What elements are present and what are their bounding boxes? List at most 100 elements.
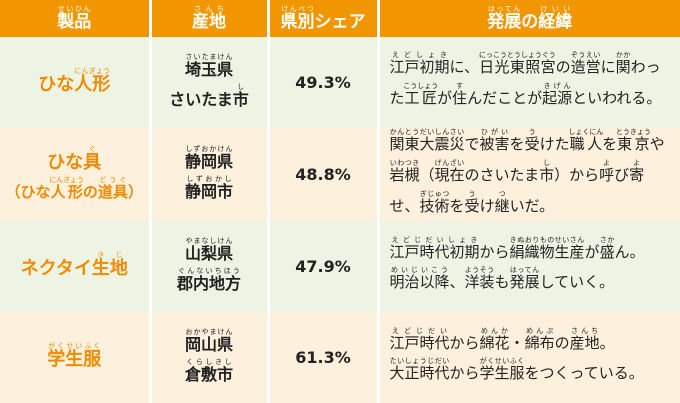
- text: も: [494, 273, 510, 292]
- text: 、: [449, 273, 465, 292]
- furigana: よ: [599, 158, 615, 167]
- furigana: す: [452, 82, 468, 90]
- ruby-word: 日光東照宮にっこうとうしょうぐう: [478, 51, 556, 77]
- base-text: 明治以降: [389, 273, 450, 292]
- text: いだ。: [509, 196, 555, 215]
- base-text: 市: [232, 89, 249, 109]
- ruby-word: 学生服がくせいふく: [480, 357, 525, 382]
- history-cell: 関東大震災かんとうだいしんさいで被害ひがいを受うけた職人しょくにんを東京とうきょ…: [378, 128, 680, 222]
- origin-line: 山梨県やまなしけん: [152, 237, 267, 267]
- base-text: 被害: [479, 135, 510, 153]
- origin-line: 静岡市しずおかし: [152, 175, 267, 205]
- furigana: きぬおりものせいさん: [509, 235, 585, 244]
- base-text: 東京: [615, 135, 651, 153]
- base-text: 生地: [91, 258, 128, 280]
- base-text: 江戸時代初期: [389, 242, 480, 261]
- furigana: がくせいふく: [47, 342, 102, 351]
- share-value: 49.3%: [295, 73, 351, 92]
- base-text: 山梨県: [184, 243, 233, 263]
- ruby-word: 盛さか: [600, 236, 615, 261]
- ruby-word: 郡内地方ぐんないちほう: [177, 267, 241, 293]
- furigana: えどしょき: [389, 51, 450, 60]
- ruby-word: 県別けんべつ: [280, 5, 315, 32]
- base-text: 発展: [487, 12, 522, 32]
- text: ん。: [614, 242, 645, 261]
- furigana: つ: [494, 189, 510, 198]
- text: が: [437, 89, 453, 107]
- base-text: 技術: [419, 196, 450, 215]
- base-text: 人形: [74, 74, 111, 95]
- base-text: 綿布: [524, 333, 555, 352]
- ruby-word: 大正時代たいしょうじだい: [390, 357, 450, 382]
- text: ）から: [554, 165, 600, 184]
- text: んだことが: [467, 89, 543, 107]
- text: から: [449, 333, 480, 352]
- ruby-word: 関かか: [616, 51, 631, 76]
- furigana: けいい: [538, 5, 573, 13]
- share-cell: 48.8%: [268, 128, 380, 222]
- header-cell: 製品せいひん: [0, 0, 152, 37]
- text: ・: [509, 333, 525, 352]
- base-text: 経緯: [538, 12, 573, 32]
- base-text: 岡山県: [184, 334, 233, 354]
- ruby-word: 受う: [525, 128, 540, 153]
- origin-line: 静岡県しずおかけん: [152, 145, 267, 175]
- base-text: 製品: [57, 12, 92, 32]
- text: を: [509, 135, 525, 153]
- base-text: 県別: [280, 12, 315, 32]
- text: に、: [449, 58, 480, 77]
- ruby-word: 静岡県しずおかけん: [184, 145, 233, 171]
- furigana: けんべつ: [280, 5, 315, 13]
- base-text: 発展: [509, 273, 540, 292]
- text: せ、: [389, 196, 420, 215]
- furigana: はってん: [487, 5, 522, 13]
- history-cell: 江戸時代えどじだいから綿花めんか・綿布めんぷの産地さんち。大正時代たいしょうじだ…: [378, 312, 680, 403]
- text: び: [614, 165, 630, 184]
- base-text: 静岡市: [184, 181, 233, 201]
- base-text: 現在: [434, 165, 465, 184]
- base-text: 日光東照宮: [478, 58, 556, 77]
- origin-cell: 埼玉県さいたまけん さいたま市し: [150, 37, 270, 128]
- furigana: しずおかけん: [184, 144, 233, 153]
- ruby-word: 江戸時代初期えどじだいしょき: [389, 236, 480, 261]
- ruby-word: 職人しょくにん: [568, 128, 603, 153]
- text: していく。: [539, 273, 615, 292]
- text: から: [449, 364, 480, 383]
- share-cell: 47.9%: [268, 221, 380, 313]
- text: の: [82, 183, 98, 202]
- furigana: さんち: [192, 5, 226, 13]
- product-line: （ひな人形にんぎょうの道具どうぐ）: [0, 176, 149, 204]
- base-text: 産地: [192, 12, 226, 32]
- ruby-word: 起源きげん: [542, 82, 572, 107]
- ruby-word: 絹織物生産きぬおりものせいさん: [510, 236, 585, 261]
- ruby-word: 埼玉県さいたまけん: [185, 53, 233, 79]
- furigana: がくせいふく: [479, 357, 525, 366]
- ruby-word: 学生服がくせいふく: [47, 342, 101, 370]
- base-text: 静岡県: [184, 151, 233, 171]
- furigana: たいしょうじだい: [389, 357, 450, 366]
- ruby-word: 倉敷市くらしきし: [185, 358, 233, 384]
- table-row: ネクタイ生地きじ 山梨県やまなしけん 郡内地方ぐんないちほう 47.9% 江戸時代初期え…: [0, 221, 680, 313]
- origin-cell: 山梨県やまなしけん 郡内地方ぐんないちほう: [150, 221, 270, 313]
- share-value: 48.8%: [295, 165, 351, 185]
- ruby-word: 発展はってん: [509, 266, 540, 292]
- furigana: くらしきし: [184, 357, 233, 366]
- header-cell: 県別けんべつシェア: [268, 0, 380, 37]
- text: の: [554, 333, 570, 352]
- base-text: 寄: [629, 165, 645, 184]
- ruby-word: 綿花めんか: [480, 327, 510, 352]
- product-line: ひな具ぐ: [0, 145, 149, 176]
- furigana: せいひん: [57, 5, 92, 13]
- furigana: めんか: [479, 326, 510, 335]
- table-row: ひな人形にんぎょう 埼玉県さいたまけん さいたま市し 49.3% 江戸初期えどしょきに、…: [0, 37, 680, 128]
- base-text: 造営: [570, 58, 601, 77]
- text: ひな: [38, 74, 75, 95]
- base-text: 岩槻: [389, 165, 420, 184]
- base-text: 受: [464, 196, 480, 215]
- ruby-word: 現在げんざい: [434, 159, 465, 184]
- product-cell: ネクタイ生地きじ: [0, 221, 152, 313]
- furigana: おかやまけん: [184, 327, 233, 336]
- history-cell: 江戸初期えどしょきに、日光東照宮にっこうとうしょうぐうの造営ぞうえいに関かかわっ…: [378, 37, 680, 128]
- ruby-word: 技術ぎじゅつ: [419, 190, 450, 215]
